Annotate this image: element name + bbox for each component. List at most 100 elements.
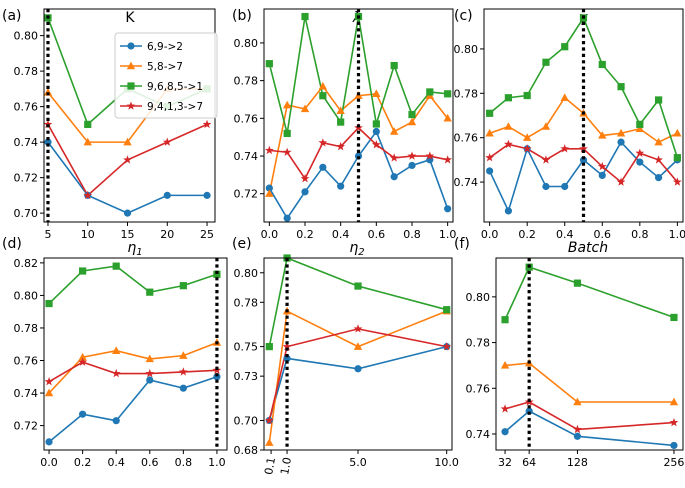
y-tick-label: 0.78 (14, 322, 39, 335)
data-point (573, 424, 582, 434)
data-point (353, 324, 363, 333)
y-tick-label: 0.76 (454, 132, 479, 145)
data-point (300, 104, 310, 113)
x-tick-label: 5 (44, 228, 51, 241)
data-point (111, 346, 121, 354)
y-tick-label: 0.78 (234, 75, 259, 88)
panel-k: (a) K 0.70 0.72 0.74 0.76 0.78 0.80 5 10 15 20 25 6,9… (2, 8, 218, 241)
data-point (635, 148, 645, 157)
y-tick-label: 0.78 (454, 87, 479, 100)
data-point (636, 158, 644, 166)
data-point (202, 119, 212, 129)
legend: 6,9->2 5,8->7 9,6,8,5->1 9,4,1,3->7 (114, 32, 218, 119)
panel-title: η2 (349, 240, 364, 258)
axes-frame (43, 257, 228, 451)
data-point (573, 279, 582, 287)
data-point (579, 156, 588, 164)
data-point (179, 351, 188, 359)
y-tick-label: 0.76 (14, 101, 39, 114)
legend-box (114, 32, 218, 119)
data-point (145, 368, 155, 378)
data-point (389, 127, 399, 135)
data-point (83, 190, 93, 200)
y-tick-label: 0.82 (14, 257, 39, 270)
axes-frame (263, 8, 454, 223)
data-point (283, 354, 291, 363)
x-tick-label: 0.6 (594, 228, 612, 241)
data-point (579, 144, 588, 153)
panel-title: Batch (568, 240, 608, 256)
legend-marker (127, 82, 135, 90)
data-point (444, 205, 452, 213)
y-tick-label: 0.76 (14, 355, 39, 368)
series-line-3 (48, 265, 218, 305)
data-point (426, 88, 434, 96)
series-line-3 (268, 256, 447, 347)
data-point (389, 153, 399, 162)
data-point (560, 144, 570, 153)
y-tick-label: 0.72 (14, 420, 39, 433)
data-point (203, 191, 211, 199)
data-point (542, 182, 550, 191)
data-point (598, 131, 607, 139)
x-tick-label: 0.4 (332, 228, 350, 241)
data-point (265, 189, 274, 197)
data-point (485, 128, 494, 137)
data-point (616, 128, 626, 137)
legend-label: 5,8->7 (147, 61, 183, 73)
data-point (443, 113, 452, 122)
panel-eta2: (e) η2 0.68 0.70 0.73 0.75 0.78 0.80 0.1 1.0 5.0 10… (232, 236, 459, 476)
data-point (673, 154, 681, 162)
data-point (44, 138, 52, 146)
legend-entry: 9,4,1,3->7 (120, 101, 203, 113)
series-line-1 (47, 141, 208, 215)
legend-entry: 5,8->7 (120, 61, 183, 73)
x-tick-label: 10 (81, 228, 95, 241)
data-point (145, 354, 154, 363)
data-point (561, 43, 569, 51)
data-point (669, 397, 679, 406)
data-point (163, 191, 171, 199)
data-point (301, 12, 309, 21)
data-point (318, 81, 328, 90)
panel-label: (c) (454, 8, 473, 24)
data-point (522, 144, 532, 153)
panel-eta1: (d) η1 0.72 0.74 0.76 0.78 0.80 0.82 0.0 0.2 0.4 0.… (2, 236, 228, 469)
data-point (353, 342, 363, 350)
data-point (486, 109, 494, 117)
data-point (598, 171, 606, 180)
y-tick-label: 0.76 (234, 112, 259, 125)
x-tick-label: 0.4 (556, 228, 574, 241)
x-tick-label: 0.0 (40, 456, 58, 469)
data-point (179, 282, 187, 290)
data-point (425, 151, 435, 160)
data-point (337, 182, 345, 190)
x-tick-label: 0.6 (141, 456, 159, 469)
data-point (501, 428, 509, 436)
data-point (444, 90, 452, 98)
x-tick-label: 15 (121, 228, 135, 241)
data-point (146, 288, 154, 296)
data-point (372, 127, 380, 136)
data-point (669, 417, 679, 427)
data-point (407, 151, 417, 160)
data-point (300, 174, 310, 183)
data-point (354, 282, 362, 290)
data-point (282, 100, 292, 109)
data-point (336, 106, 345, 114)
data-point (178, 367, 188, 376)
x-tick-label: 0.8 (631, 228, 649, 241)
data-point (319, 92, 327, 100)
legend-label: 9,4,1,3->7 (147, 101, 203, 113)
data-point (485, 153, 495, 162)
data-point (561, 182, 569, 191)
y-tick-label: 0.80 (234, 267, 259, 280)
data-point (283, 129, 291, 138)
data-point (616, 177, 626, 186)
x-tick-label: 0.8 (403, 228, 421, 241)
data-point (123, 209, 132, 217)
data-point (213, 373, 221, 381)
data-point (407, 117, 417, 126)
data-point (78, 352, 87, 361)
data-point (78, 357, 87, 366)
